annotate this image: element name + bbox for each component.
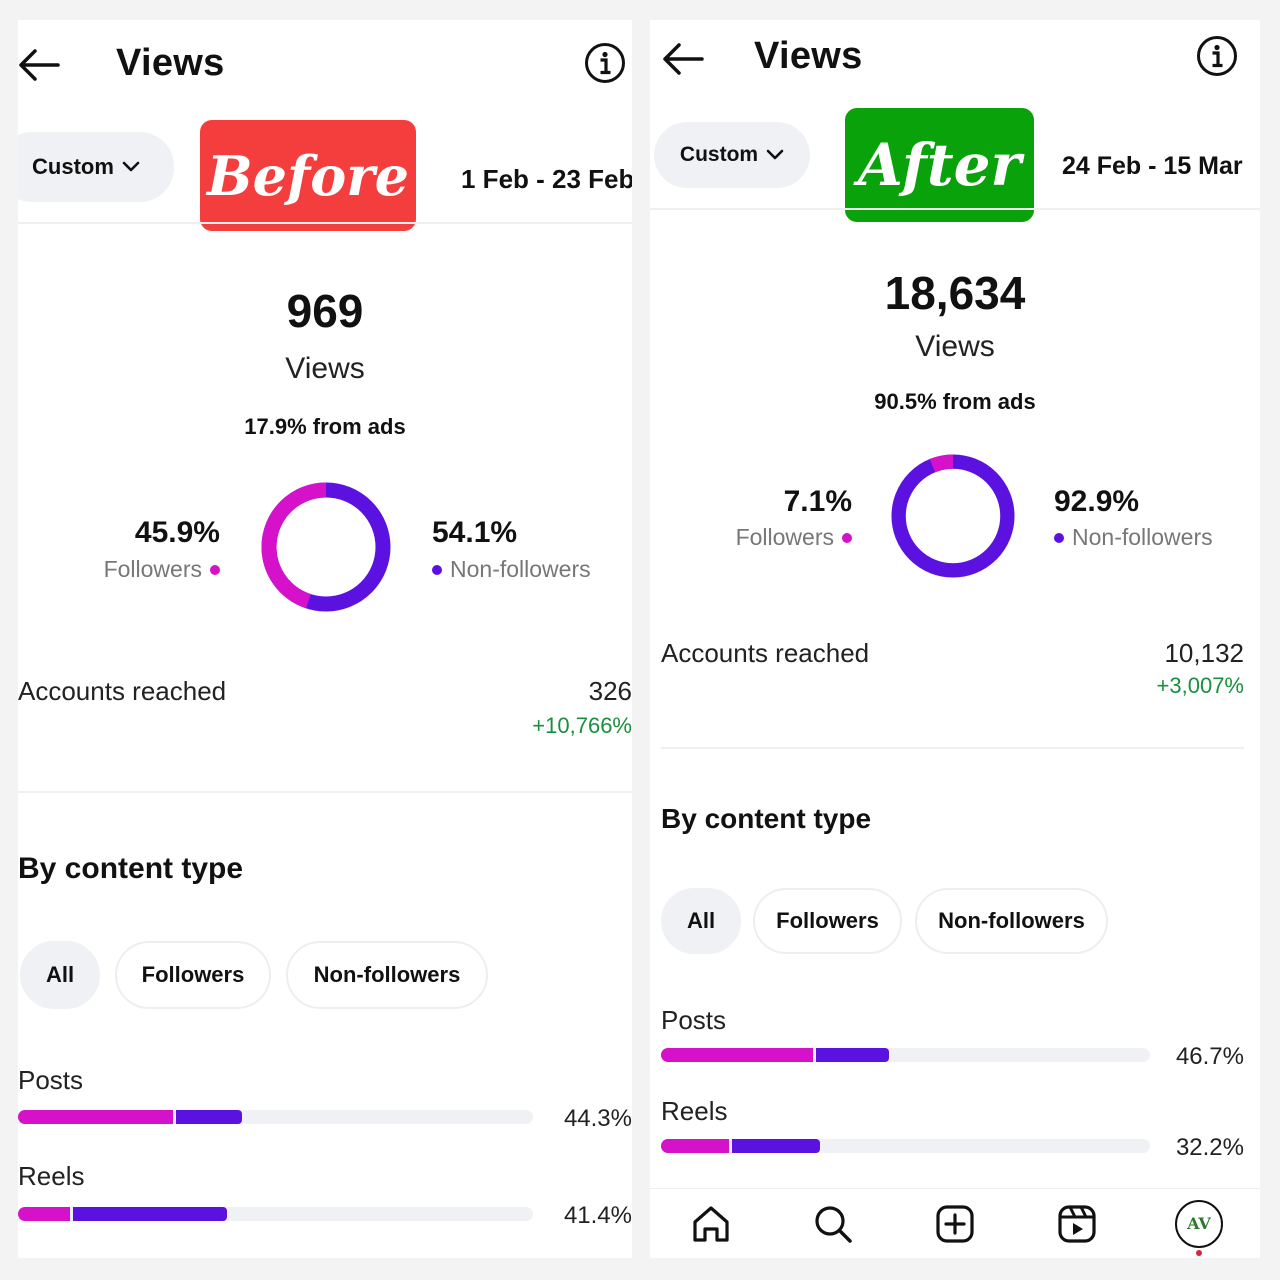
profile-icon[interactable]: AV: [1175, 1199, 1223, 1256]
audience-donut-chart: [891, 454, 1015, 578]
notification-dot: [1196, 1249, 1202, 1256]
accounts-reached-value: 10,132: [1164, 638, 1244, 668]
chip-non-followers[interactable]: Non-followers: [915, 888, 1108, 954]
non-followers-legend: Non-followers: [1054, 524, 1213, 551]
bar-pct-reels: 41.4%: [563, 1202, 632, 1229]
followers-legend: Followers: [736, 524, 852, 551]
donut-non-followers: [891, 454, 1015, 578]
non-followers-pct: 54.1%: [432, 516, 518, 549]
date-range: 1 Feb - 23 Feb: [461, 164, 632, 194]
home-icon[interactable]: [687, 1200, 735, 1248]
bar-label-posts: Posts: [18, 1065, 84, 1095]
bar-posts: [18, 1110, 533, 1124]
before-tag: Before: [200, 120, 416, 231]
section-title: By content type: [18, 852, 244, 885]
chip-non-followers[interactable]: Non-followers: [286, 941, 488, 1009]
accounts-reached-label: Accounts reached: [661, 638, 870, 668]
bar-segment-non-followers: [815, 1048, 889, 1062]
info-icon[interactable]: [1196, 35, 1238, 77]
donut-followers: [891, 454, 1015, 578]
filter-label: Custom: [679, 143, 759, 166]
divider: [18, 222, 632, 224]
ads-share: 17.9% from ads: [244, 414, 406, 439]
back-arrow-icon[interactable]: [662, 42, 704, 76]
date-range: 24 Feb - 15 Mar: [1062, 152, 1243, 180]
bar-label-reels: Reels: [18, 1161, 85, 1191]
divider: [18, 791, 632, 793]
followers-legend-label: Followers: [735, 524, 834, 550]
page-title: Views: [754, 35, 863, 77]
bar-pct-reels: 32.2%: [1175, 1134, 1244, 1161]
audience-donut-chart: [261, 482, 391, 612]
back-arrow-icon[interactable]: [18, 48, 60, 82]
followers-legend-label: Followers: [103, 556, 202, 582]
bar-posts: [661, 1048, 1150, 1062]
chip-followers[interactable]: Followers: [753, 888, 902, 954]
chip-all[interactable]: All: [20, 941, 100, 1009]
after-tag: After: [845, 108, 1034, 222]
date-filter-dropdown[interactable]: Custom: [18, 132, 174, 202]
page-title: Views: [116, 42, 225, 84]
bar-segment-non-followers: [732, 1139, 821, 1153]
section-title: By content type: [661, 803, 872, 834]
followers-dot: [842, 532, 852, 543]
bar-reels: [661, 1139, 1150, 1153]
date-filter-dropdown[interactable]: Custom: [654, 122, 810, 188]
bar-segment-followers: [18, 1207, 70, 1221]
bar-label-reels: Reels: [661, 1096, 728, 1126]
non-followers-dot: [432, 564, 442, 575]
accounts-reached-value: 326: [588, 676, 632, 706]
bar-segment-non-followers: [72, 1207, 227, 1221]
bottom-nav: AV: [650, 1188, 1260, 1258]
divider: [650, 208, 1260, 210]
chevron-down-icon: [122, 161, 140, 172]
non-followers-legend-label: Non-followers: [450, 556, 591, 582]
chevron-down-icon: [766, 149, 784, 160]
non-followers-dot: [1054, 532, 1064, 543]
search-icon[interactable]: [809, 1200, 857, 1248]
views-count: 18,634: [884, 267, 1026, 319]
followers-legend: Followers: [104, 556, 220, 583]
bar-pct-posts: 46.7%: [1175, 1043, 1244, 1070]
info-icon[interactable]: [584, 42, 626, 84]
profile-avatar: AV: [1175, 1199, 1223, 1248]
followers-dot: [210, 564, 220, 575]
views-label: Views: [285, 352, 365, 385]
ads-share: 90.5% from ads: [874, 389, 1036, 414]
non-followers-pct: 92.9%: [1054, 485, 1140, 518]
accounts-reached-delta: +10,766%: [532, 713, 632, 738]
views-label: Views: [915, 330, 995, 363]
chip-all[interactable]: All: [661, 888, 741, 954]
bar-segment-followers: [661, 1048, 813, 1062]
accounts-reached-delta: +3,007%: [1156, 673, 1244, 698]
non-followers-legend-label: Non-followers: [1072, 524, 1213, 550]
bar-segment-followers: [18, 1110, 173, 1124]
create-icon[interactable]: [931, 1200, 979, 1248]
bar-segment-followers: [661, 1139, 730, 1153]
bar-label-posts: Posts: [661, 1005, 727, 1035]
bar-reels: [18, 1207, 533, 1221]
before-panel: Views Custom Before 1 Feb - 23 Feb 969 V…: [18, 20, 632, 1258]
bar-pct-posts: 44.3%: [563, 1105, 632, 1132]
non-followers-legend: Non-followers: [432, 556, 591, 583]
followers-pct: 7.1%: [783, 485, 852, 518]
donut-followers: [261, 482, 391, 612]
divider: [661, 747, 1244, 749]
views-count: 969: [286, 285, 364, 337]
accounts-reached-label: Accounts reached: [18, 676, 227, 706]
followers-pct: 45.9%: [134, 516, 220, 549]
bar-segment-non-followers: [175, 1110, 243, 1124]
filter-label: Custom: [32, 154, 114, 179]
after-panel: Views Custom After 24 Feb - 15 Mar 18,63…: [650, 20, 1260, 1258]
chip-followers[interactable]: Followers: [115, 941, 271, 1009]
reels-icon[interactable]: [1053, 1200, 1101, 1248]
